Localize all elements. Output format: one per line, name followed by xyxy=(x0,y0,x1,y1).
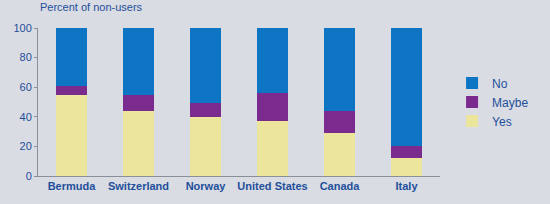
svg-text:Norway: Norway xyxy=(186,180,227,192)
svg-text:100: 100 xyxy=(13,22,31,34)
svg-text:Switzerland: Switzerland xyxy=(108,180,169,192)
svg-text:Canada: Canada xyxy=(320,180,361,192)
svg-text:Maybe: Maybe xyxy=(492,96,528,110)
svg-text:0: 0 xyxy=(26,170,32,182)
svg-text:United States: United States xyxy=(237,180,307,192)
svg-text:No: No xyxy=(492,77,508,91)
svg-text:Bermuda: Bermuda xyxy=(48,180,97,192)
svg-text:Yes: Yes xyxy=(492,115,512,129)
svg-text:Italy: Italy xyxy=(395,180,418,192)
svg-text:Percent of non-users: Percent of non-users xyxy=(40,1,143,13)
svg-text:40: 40 xyxy=(20,111,32,123)
svg-text:60: 60 xyxy=(20,81,32,93)
svg-text:20: 20 xyxy=(20,140,32,152)
svg-text:80: 80 xyxy=(20,51,32,63)
